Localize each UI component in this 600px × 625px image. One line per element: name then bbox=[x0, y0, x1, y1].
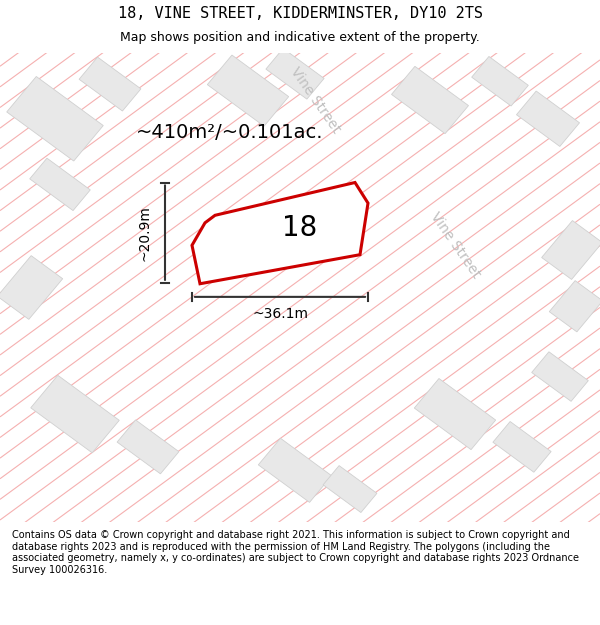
Polygon shape bbox=[532, 352, 589, 401]
Text: Contains OS data © Crown copyright and database right 2021. This information is : Contains OS data © Crown copyright and d… bbox=[12, 530, 579, 575]
Polygon shape bbox=[79, 57, 141, 111]
Polygon shape bbox=[266, 48, 324, 99]
Text: 18, VINE STREET, KIDDERMINSTER, DY10 2TS: 18, VINE STREET, KIDDERMINSTER, DY10 2TS bbox=[118, 6, 482, 21]
Polygon shape bbox=[549, 281, 600, 332]
Text: Vine Street: Vine Street bbox=[287, 64, 343, 136]
Text: Map shows position and indicative extent of the property.: Map shows position and indicative extent… bbox=[120, 31, 480, 44]
Polygon shape bbox=[323, 466, 377, 512]
Polygon shape bbox=[542, 221, 600, 279]
Text: ~20.9m: ~20.9m bbox=[138, 205, 152, 261]
Polygon shape bbox=[31, 375, 119, 453]
Text: 18: 18 bbox=[283, 214, 317, 243]
Polygon shape bbox=[7, 76, 103, 161]
Polygon shape bbox=[517, 91, 580, 146]
Polygon shape bbox=[192, 182, 368, 284]
Text: Vine Street: Vine Street bbox=[427, 210, 483, 281]
Polygon shape bbox=[117, 420, 179, 474]
Text: ~36.1m: ~36.1m bbox=[252, 307, 308, 321]
Polygon shape bbox=[0, 256, 62, 319]
Polygon shape bbox=[208, 55, 289, 126]
Polygon shape bbox=[493, 421, 551, 472]
Polygon shape bbox=[30, 158, 90, 211]
Text: ~410m²/~0.101ac.: ~410m²/~0.101ac. bbox=[136, 123, 324, 142]
Polygon shape bbox=[415, 379, 496, 449]
Polygon shape bbox=[392, 66, 469, 134]
Polygon shape bbox=[472, 56, 529, 106]
Polygon shape bbox=[259, 438, 332, 503]
